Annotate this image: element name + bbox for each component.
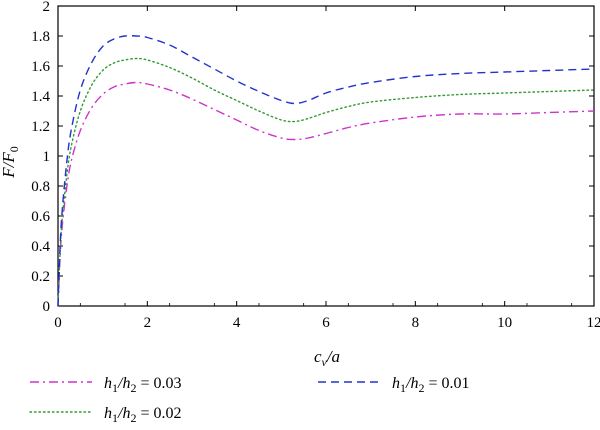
x-tick-label: 0 xyxy=(54,315,62,331)
y-tick-label: 2 xyxy=(43,0,51,15)
x-axis-ticks: 0 2 4 6 8 10 12 xyxy=(54,6,600,331)
y-tick-label: 1.4 xyxy=(31,89,50,105)
y-tick-label: 0.2 xyxy=(31,269,50,285)
series-line-1 xyxy=(57,57,595,307)
legend-label-0: h1/h2 = 0.03 xyxy=(104,375,181,395)
y-axis-label: F/F0 xyxy=(0,146,21,179)
y-tick-label: 0.8 xyxy=(31,179,50,195)
x-tick-label: 6 xyxy=(322,315,330,331)
x-tick-label: 12 xyxy=(587,315,600,331)
series-line-0 xyxy=(57,81,595,307)
series-lines xyxy=(57,35,595,307)
legend-label-2: h1/h2 = 0.01 xyxy=(392,375,469,395)
y-tick-label: 0.6 xyxy=(31,209,50,225)
y-tick-label: 1.8 xyxy=(31,29,50,45)
legend-label-1: h1/h2 = 0.02 xyxy=(104,405,181,425)
legend: h1/h2 = 0.03 h1/h2 = 0.02 h1/h2 = 0.01 xyxy=(29,375,469,425)
y-tick-label: 0 xyxy=(43,299,51,315)
y-tick-label: 1 xyxy=(43,149,51,165)
y-tick-label: 1.6 xyxy=(31,59,50,75)
series-line-2 xyxy=(57,35,595,307)
y-axis-ticks: 0 0.2 0.4 0.6 0.8 1 1.2 1.4 1.6 1.8 2 xyxy=(31,0,594,315)
plot-frame xyxy=(57,5,595,307)
x-tick-label: 10 xyxy=(497,315,512,331)
x-tick-label: 4 xyxy=(233,315,241,331)
x-axis-label: cv/a xyxy=(314,347,340,369)
y-tick-label: 1.2 xyxy=(31,119,50,135)
x-tick-label: 8 xyxy=(412,315,420,331)
y-tick-label: 0.4 xyxy=(31,239,50,255)
x-tick-label: 2 xyxy=(144,315,152,331)
